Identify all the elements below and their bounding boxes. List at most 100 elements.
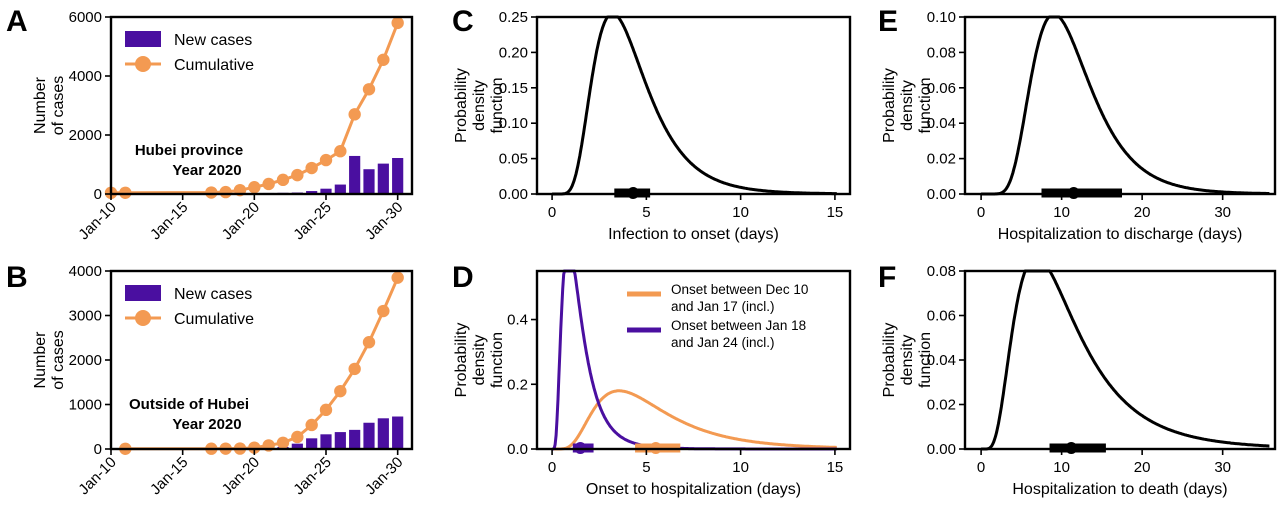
bar-new-cases xyxy=(306,191,318,194)
x-tick-label: 20 xyxy=(1134,459,1151,476)
cumulative-point xyxy=(391,271,404,284)
x-tick-label: Jan-10 xyxy=(75,199,119,243)
cumulative-point xyxy=(377,304,390,318)
cumulative-point xyxy=(348,362,361,376)
y-tick-label: 0.00 xyxy=(927,186,956,203)
x-tick-label: Jan-10 xyxy=(75,454,119,498)
x-tick-label: 10 xyxy=(732,459,749,476)
y-tick-label: 0.10 xyxy=(927,9,956,26)
bar-new-cases xyxy=(291,443,303,449)
cumulative-line xyxy=(111,22,400,195)
y-axis-label-line: Number xyxy=(32,76,49,134)
legend-swatch-new-cases xyxy=(125,285,161,301)
annotation-region: Hubei province xyxy=(135,142,243,159)
legend-label-cumulative: Cumulative xyxy=(174,311,254,328)
x-tick-label: Jan-15 xyxy=(147,199,191,243)
legend-label: and Jan 24 (incl.) xyxy=(671,335,775,350)
annotation-year: Year 2020 xyxy=(172,416,241,433)
cumulative-point xyxy=(305,418,318,432)
cumulative-point xyxy=(305,161,318,175)
y-tick-label: 6000 xyxy=(69,9,102,26)
cumulative-point xyxy=(334,145,347,158)
y-tick-label: 0.00 xyxy=(499,186,528,203)
cumulative-point xyxy=(348,108,361,121)
y-axis-label-line: density xyxy=(899,80,916,131)
y-axis-label: Numberof cases xyxy=(32,330,67,390)
x-axis-label: Hospitalization to death (days) xyxy=(1012,481,1227,498)
x-tick-label: 0 xyxy=(548,204,556,221)
x-tick-label: 15 xyxy=(827,459,844,476)
cumulative-point xyxy=(319,403,333,417)
y-tick-label: 0.15 xyxy=(499,80,528,97)
axes-frame xyxy=(535,269,852,451)
y-axis-label: Probabilitydensityfunction xyxy=(881,68,934,143)
cumulative-point xyxy=(276,436,290,449)
cumulative-point xyxy=(248,181,261,194)
panel-c-infection-to-onset: 0.00 0.05 0.10 0.15 0.20 0.25 0 5 10 15 Probabilit… xyxy=(452,5,852,243)
y-axis-label: Probabilitydensityfunction xyxy=(453,68,506,143)
y-tick-label: 0.05 xyxy=(499,151,528,168)
y-tick-label: 0.08 xyxy=(927,44,956,61)
cumulative-point xyxy=(219,185,232,199)
x-tick-label: 0 xyxy=(977,459,985,476)
axes-frame xyxy=(963,269,1277,451)
panel-letter: C xyxy=(452,5,474,38)
y-axis-label-line: density xyxy=(471,80,488,131)
legend-label-new-cases: New cases xyxy=(174,286,252,303)
y-tick-label: 3000 xyxy=(69,308,102,325)
x-tick-label: Jan-20 xyxy=(219,454,263,498)
panel-letter: A xyxy=(6,5,28,38)
cumulative-point xyxy=(248,441,261,454)
legend-label: and Jan 17 (incl.) xyxy=(671,299,775,314)
x-tick-label: 30 xyxy=(1214,204,1231,221)
y-tick-label: 1000 xyxy=(69,397,102,414)
bar-new-cases xyxy=(349,429,361,449)
bar-new-cases xyxy=(377,418,389,449)
x-tick-label: Jan-25 xyxy=(290,199,334,243)
cumulative-point xyxy=(262,177,275,191)
cumulative-point xyxy=(319,153,333,167)
y-tick-label: 0.0 xyxy=(507,441,528,458)
bar-new-cases xyxy=(334,184,346,194)
y-tick-label: 0.00 xyxy=(927,441,956,458)
y-axis-label-line: density xyxy=(471,335,488,386)
pdf-curve xyxy=(552,269,837,451)
y-axis-label-line: Probability xyxy=(453,68,470,143)
panel-letter: E xyxy=(878,5,898,38)
bar-new-cases xyxy=(363,169,375,194)
x-tick-label: 20 xyxy=(1134,204,1151,221)
y-axis-label-line: function xyxy=(917,332,934,388)
x-tick-label: 10 xyxy=(1053,204,1070,221)
x-tick-label: 30 xyxy=(1214,459,1231,476)
legend-label: Onset between Dec 10 xyxy=(671,282,808,297)
y-tick-label: 0.08 xyxy=(927,263,956,280)
cumulative-point xyxy=(362,336,376,349)
x-tick-label: 15 xyxy=(827,204,844,221)
panel-a-cases-hubei: 0 2000 4000 6000 Jan-10 Jan-15 Jan-20 Jan-25 Jan… xyxy=(6,5,414,243)
y-tick-label: 0 xyxy=(94,186,102,203)
x-tick-label: Jan-15 xyxy=(147,454,191,498)
y-tick-label: 4000 xyxy=(69,263,102,280)
bar-new-cases xyxy=(392,416,404,449)
legend-label-new-cases: New cases xyxy=(174,32,252,49)
y-axis-label-line: Probability xyxy=(881,323,898,398)
y-axis-label-line: Probability xyxy=(453,323,470,398)
pdf-curve xyxy=(552,15,837,196)
x-axis-label: Hospitalization to discharge (days) xyxy=(998,226,1243,243)
bar-new-cases xyxy=(320,434,332,449)
legend-label: Onset between Jan 18 xyxy=(671,318,806,333)
y-tick-label: 2000 xyxy=(69,127,102,144)
y-axis-label-line: density xyxy=(899,335,916,386)
y-axis-label: Probabilitydensityfunction xyxy=(881,323,934,398)
y-axis-label-line: Probability xyxy=(881,68,898,143)
x-axis-label: Onset to hospitalization (days) xyxy=(586,481,801,498)
annotation-region: Outside of Hubei xyxy=(129,396,249,413)
bar-new-cases xyxy=(306,438,318,449)
cumulative-point xyxy=(276,173,290,187)
y-tick-label: 0.25 xyxy=(499,9,528,26)
panel-e-hospitalization-to-discharge: 0.00 0.02 0.04 0.06 0.08 0.10 0 10 20 30 Probabili… xyxy=(878,5,1277,243)
panel-letter: F xyxy=(878,261,896,294)
bar-new-cases xyxy=(349,155,361,194)
panel-d-onset-to-hospitalization: Onset between Dec 10 and Jan 17 (incl.) On… xyxy=(452,261,852,498)
